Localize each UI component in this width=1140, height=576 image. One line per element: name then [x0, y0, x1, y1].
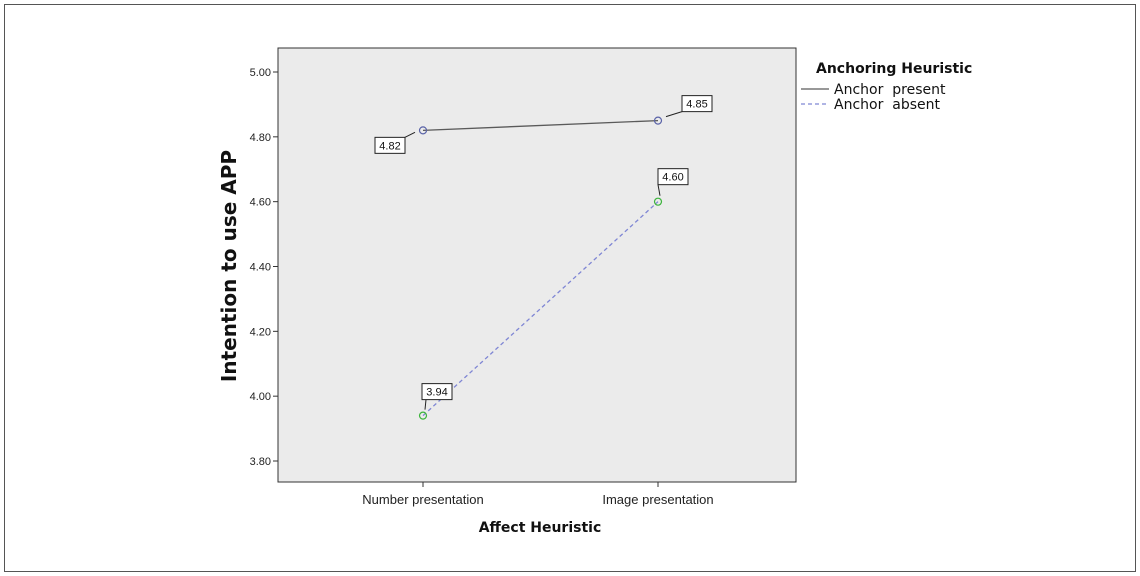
data-point [653, 197, 663, 206]
x-tick-label: Number presentation [362, 492, 483, 507]
y-tick-label: 3.80 [250, 456, 271, 468]
y-tick-label: 4.40 [250, 262, 271, 274]
data-point [418, 411, 428, 420]
legend-label-series-1: Anchor absent [834, 97, 940, 113]
x-tick-label: Image presentation [602, 492, 713, 507]
data-label-leader [665, 111, 683, 118]
plot-area [277, 47, 797, 483]
data-label: 4.85 [686, 99, 707, 111]
data-label-box [681, 95, 713, 113]
data-label-leader [657, 184, 661, 196]
series-1: 3.94 4.60 [418, 168, 689, 420]
data-label-leader [424, 399, 427, 410]
x-axis: Number presentation Image presentation [362, 482, 714, 507]
data-label: 4.82 [379, 140, 400, 152]
y-tick-label: 4.20 [250, 326, 271, 338]
data-label: 4.60 [662, 172, 683, 184]
x-axis-title: Affect Heuristic [479, 520, 602, 536]
data-label-leader [404, 131, 416, 138]
y-tick-label: 5.00 [250, 67, 271, 79]
data-label: 3.94 [426, 387, 447, 399]
data-label-box [374, 136, 406, 154]
legend-title: Anchoring Heuristic [816, 61, 972, 77]
data-point [653, 116, 663, 125]
y-tick-label: 4.80 [250, 132, 271, 144]
y-axis-title: Intention to use APP [217, 150, 241, 382]
series-line [422, 119, 659, 131]
legend-label-series-0: Anchor present [834, 82, 946, 98]
series-0: 4.82 4.85 [374, 95, 713, 154]
data-label-box [657, 168, 689, 186]
data-label-box [421, 383, 453, 401]
data-point [418, 126, 428, 135]
legend: Anchoring Heuristic Anchor present Ancho… [801, 61, 972, 113]
y-axis: 3.80 4.00 4.20 4.40 4.60 4.80 5.00 [250, 67, 278, 468]
series-layer: 4.82 4.85 3.94 4.60 [374, 95, 713, 420]
y-tick-label: 4.60 [250, 197, 271, 209]
y-tick-label: 4.00 [250, 391, 271, 403]
series-line [422, 201, 659, 417]
